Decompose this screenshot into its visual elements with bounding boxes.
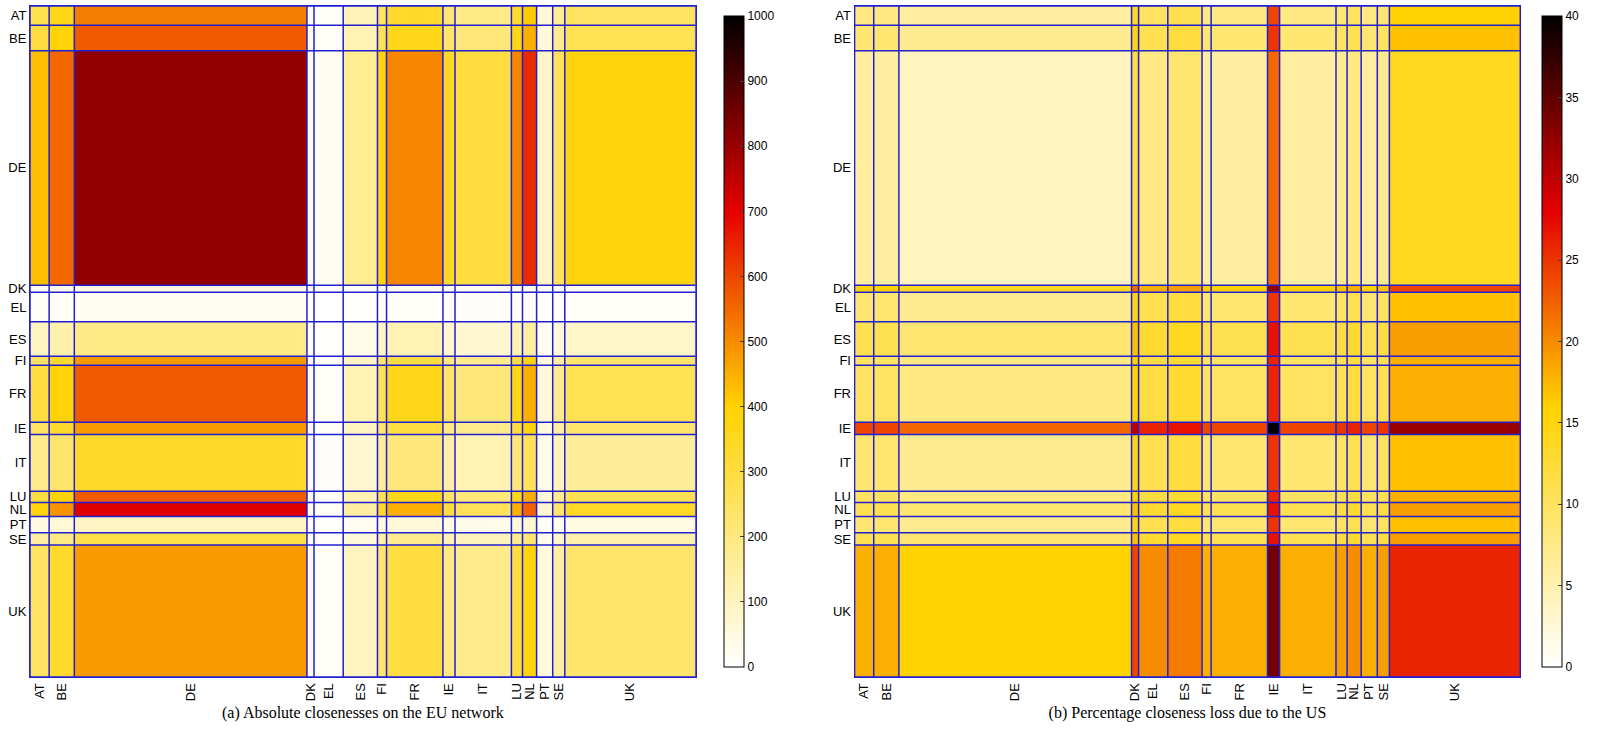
svg-text:25: 25 <box>1565 253 1579 267</box>
svg-text:LU: LU <box>509 683 524 700</box>
svg-text:DE: DE <box>833 160 851 175</box>
svg-text:PT: PT <box>834 517 851 532</box>
svg-text:SE: SE <box>1376 683 1391 701</box>
svg-text:(a) Absolute closenesses on th: (a) Absolute closenesses on the EU netwo… <box>222 704 504 722</box>
svg-text:0: 0 <box>747 660 754 674</box>
svg-text:400: 400 <box>747 400 767 414</box>
svg-text:EL: EL <box>321 683 336 699</box>
svg-text:FR: FR <box>9 386 26 401</box>
svg-text:500: 500 <box>747 335 767 349</box>
svg-text:BE: BE <box>54 683 69 701</box>
svg-text:SE: SE <box>834 531 852 546</box>
svg-text:NL: NL <box>834 502 851 517</box>
svg-text:NL: NL <box>10 502 27 517</box>
svg-text:LU: LU <box>1334 683 1349 700</box>
svg-text:0: 0 <box>1565 660 1572 674</box>
svg-text:IT: IT <box>15 455 27 470</box>
svg-text:ES: ES <box>353 683 368 701</box>
svg-text:DE: DE <box>183 683 198 701</box>
svg-text:IT: IT <box>475 683 490 695</box>
svg-text:FI: FI <box>374 683 389 695</box>
svg-text:FI: FI <box>839 353 851 368</box>
svg-text:ES: ES <box>834 332 852 347</box>
svg-text:30: 30 <box>1565 172 1579 186</box>
svg-text:AT: AT <box>835 8 851 23</box>
svg-text:UK: UK <box>1447 683 1462 701</box>
svg-text:IE: IE <box>1266 683 1281 696</box>
svg-text:DE: DE <box>8 160 26 175</box>
svg-text:AT: AT <box>856 683 871 699</box>
svg-text:35: 35 <box>1565 91 1579 105</box>
svg-text:15: 15 <box>1565 416 1579 430</box>
svg-text:20: 20 <box>1565 335 1579 349</box>
svg-text:IT: IT <box>1300 683 1315 695</box>
svg-text:FI: FI <box>1199 683 1214 695</box>
svg-text:PT: PT <box>10 517 27 532</box>
svg-text:EL: EL <box>10 300 26 315</box>
svg-text:FI: FI <box>15 353 27 368</box>
svg-text:EL: EL <box>1145 683 1160 699</box>
svg-text:IT: IT <box>839 455 851 470</box>
svg-text:LU: LU <box>10 489 27 504</box>
svg-text:800: 800 <box>747 139 767 153</box>
svg-text:ES: ES <box>1177 683 1192 701</box>
svg-text:40: 40 <box>1565 9 1579 23</box>
svg-text:ES: ES <box>9 332 27 347</box>
svg-text:LU: LU <box>834 489 851 504</box>
svg-text:100: 100 <box>747 595 767 609</box>
svg-text:5: 5 <box>1565 579 1572 593</box>
svg-text:NL: NL <box>522 683 537 700</box>
svg-text:EL: EL <box>835 300 851 315</box>
svg-text:FR: FR <box>834 386 851 401</box>
svg-text:700: 700 <box>747 205 767 219</box>
svg-text:DK: DK <box>8 281 26 296</box>
svg-text:UK: UK <box>833 604 851 619</box>
svg-text:DK: DK <box>303 683 318 701</box>
svg-text:DE: DE <box>1007 683 1022 701</box>
svg-text:DK: DK <box>1127 683 1142 701</box>
svg-text:UK: UK <box>8 604 26 619</box>
svg-text:BE: BE <box>834 31 852 46</box>
svg-text:10: 10 <box>1565 497 1579 511</box>
svg-text:IE: IE <box>441 683 456 696</box>
svg-text:BE: BE <box>879 683 894 701</box>
svg-text:IE: IE <box>14 421 27 436</box>
svg-text:(b) Percentage closeness loss: (b) Percentage closeness loss due to the… <box>1049 704 1327 722</box>
svg-text:900: 900 <box>747 74 767 88</box>
svg-text:NL: NL <box>1346 683 1361 700</box>
svg-text:DK: DK <box>833 281 851 296</box>
svg-text:200: 200 <box>747 530 767 544</box>
svg-text:FR: FR <box>407 683 422 700</box>
svg-text:AT: AT <box>11 8 27 23</box>
svg-text:AT: AT <box>32 683 47 699</box>
svg-text:SE: SE <box>9 531 27 546</box>
svg-text:FR: FR <box>1232 683 1247 700</box>
svg-text:IE: IE <box>839 421 852 436</box>
svg-text:300: 300 <box>747 465 767 479</box>
svg-text:600: 600 <box>747 270 767 284</box>
svg-text:PT: PT <box>537 683 552 700</box>
svg-text:PT: PT <box>1361 683 1376 700</box>
svg-text:UK: UK <box>622 683 637 701</box>
svg-text:1000: 1000 <box>747 9 774 23</box>
svg-text:BE: BE <box>9 31 27 46</box>
svg-text:SE: SE <box>551 683 566 701</box>
